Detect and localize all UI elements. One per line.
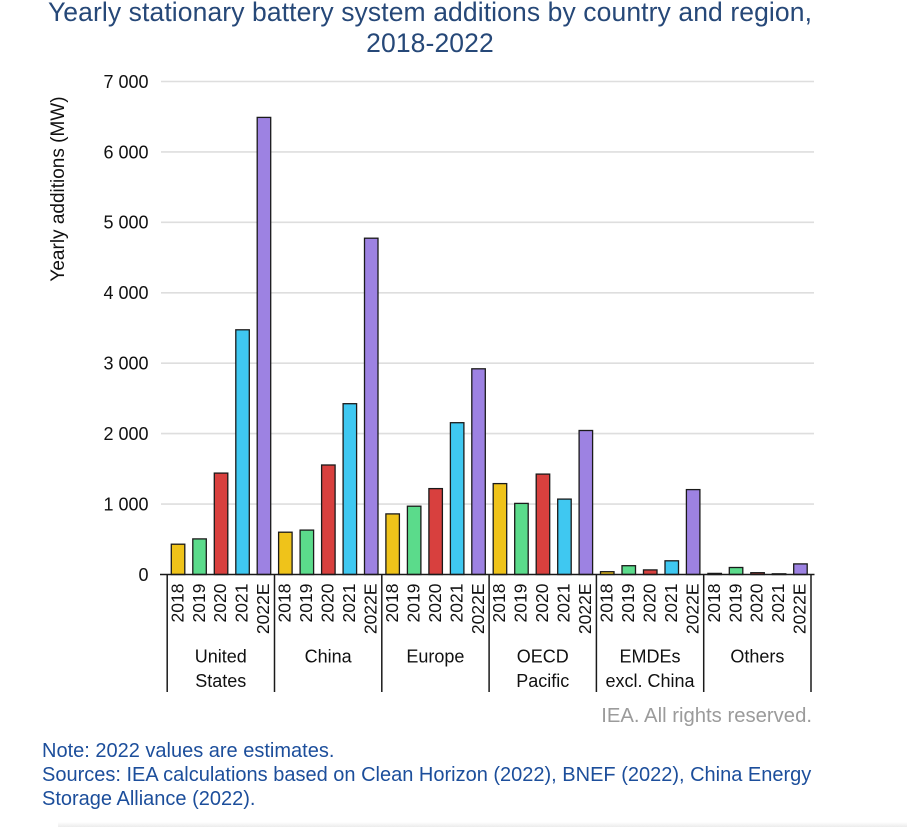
svg-text:0: 0: [138, 565, 148, 585]
svg-text:2022E: 2022E: [361, 584, 381, 635]
svg-text:2022E: 2022E: [682, 584, 702, 635]
svg-text:2022E: 2022E: [575, 584, 595, 635]
svg-text:2022E: 2022E: [790, 584, 810, 635]
svg-text:United: United: [195, 647, 247, 667]
svg-text:2021: 2021: [446, 584, 466, 623]
svg-text:2018: 2018: [275, 584, 295, 623]
svg-text:2018: 2018: [489, 584, 509, 623]
svg-text:2020: 2020: [747, 583, 767, 622]
svg-text:excl. China: excl. China: [605, 671, 695, 691]
svg-text:2022E: 2022E: [468, 584, 488, 635]
svg-text:Others: Others: [730, 647, 784, 667]
svg-text:2020: 2020: [532, 583, 552, 622]
svg-text:4 000: 4 000: [103, 283, 148, 303]
svg-text:2021: 2021: [554, 584, 574, 623]
svg-text:2019: 2019: [725, 584, 745, 623]
svg-text:2021: 2021: [768, 584, 788, 623]
svg-text:2020: 2020: [210, 583, 230, 622]
svg-text:2018: 2018: [382, 584, 402, 623]
svg-text:5 000: 5 000: [103, 213, 148, 233]
svg-text:3 000: 3 000: [103, 354, 148, 374]
svg-text:1 000: 1 000: [103, 495, 148, 515]
svg-text:2021: 2021: [661, 584, 681, 623]
svg-text:2020: 2020: [318, 583, 338, 622]
svg-text:2020: 2020: [639, 583, 659, 622]
svg-text:Pacific: Pacific: [516, 671, 569, 691]
svg-text:2019: 2019: [403, 584, 423, 623]
svg-text:Europe: Europe: [406, 647, 464, 667]
svg-text:2021: 2021: [339, 584, 359, 623]
svg-text:OECD: OECD: [517, 647, 569, 667]
svg-text:2020: 2020: [425, 583, 445, 622]
svg-text:2 000: 2 000: [103, 424, 148, 444]
svg-text:2019: 2019: [618, 584, 638, 623]
svg-text:EMDEs: EMDEs: [619, 647, 680, 667]
svg-text:2022E: 2022E: [253, 584, 273, 635]
svg-text:States: States: [195, 671, 246, 691]
svg-text:2019: 2019: [296, 584, 316, 623]
svg-text:2019: 2019: [189, 584, 209, 623]
svg-text:2018: 2018: [597, 584, 617, 623]
svg-text:2018: 2018: [704, 584, 724, 623]
svg-text:2018: 2018: [167, 584, 187, 623]
svg-text:2019: 2019: [511, 584, 531, 623]
svg-text:2021: 2021: [232, 584, 252, 623]
svg-text:China: China: [305, 647, 353, 667]
svg-text:6 000: 6 000: [103, 142, 148, 162]
svg-text:7 000: 7 000: [103, 72, 148, 92]
svg-text:IEA. All rights reserved.: IEA. All rights reserved.: [601, 705, 812, 727]
